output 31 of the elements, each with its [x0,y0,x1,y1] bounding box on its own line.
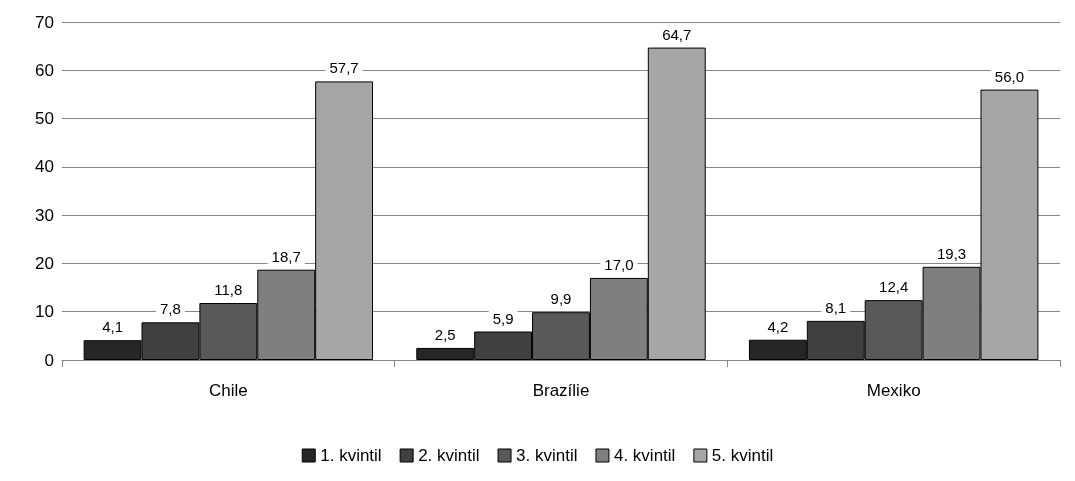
y-tick-label: 30 [35,205,54,225]
text: 56,0 [994,67,1025,85]
y-tick-label: 20 [35,253,54,273]
x-tick-label: Brazílie [532,381,590,400]
y-tick-label: 0 [44,350,54,370]
text: 7,8 [160,300,181,318]
text: 4,1 [102,318,123,336]
legend-label: 4. kvintil [613,446,676,465]
y-tick-label: 50 [35,109,54,129]
text: 17,0 [604,255,634,273]
y-tick-label: 60 [35,60,54,80]
text: 11,8 [214,281,243,299]
text: 5,9 [492,309,514,327]
legend-label: 2. kvintil [418,446,480,465]
x-tick-label: Chile [208,381,248,400]
y-tick-label: 70 [35,12,54,32]
text: 8,1 [825,298,847,316]
text: 18,7 [271,247,301,265]
text: 9,9 [550,290,572,308]
legend-label: 3. kvintil [516,446,578,465]
text: 4,2 [767,317,789,335]
y-tick-label: 40 [35,157,54,177]
y-tick-label: 10 [35,302,54,322]
text: 2,5 [434,325,456,343]
x-tick-label: Mexiko [866,381,921,400]
text: 64,7 [662,25,692,43]
text: 12,4 [879,278,909,296]
legend-label: 1. kvintil [320,446,382,465]
legend-label: 5. kvintil [711,446,774,465]
text: 57,7 [329,59,359,77]
text: 19,3 [936,244,967,262]
